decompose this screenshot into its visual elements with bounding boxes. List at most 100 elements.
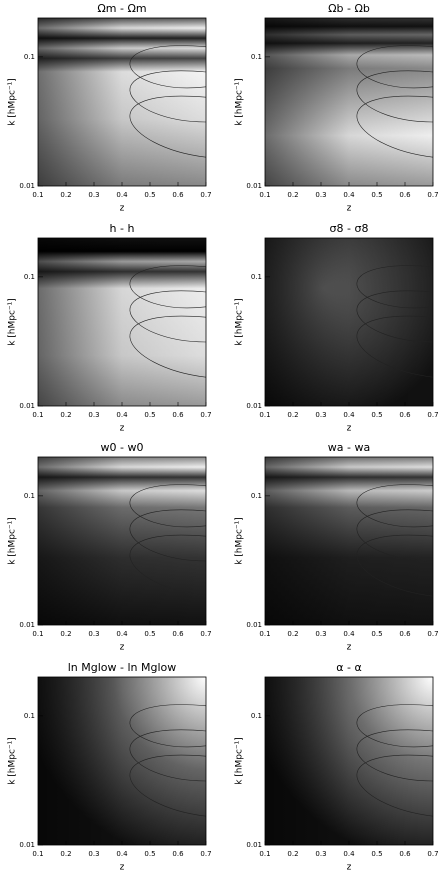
x-tick-label: 0.2 — [60, 191, 71, 199]
contour — [356, 290, 434, 343]
y-axis-label: k [hMpc⁻¹] — [235, 298, 245, 346]
contour — [356, 729, 434, 782]
x-tick-label: 0.3 — [88, 850, 99, 858]
panel-title: α - α — [336, 661, 361, 674]
x-tick-label: 0.7 — [200, 630, 211, 638]
x-tick-label: 0.6 — [399, 850, 411, 858]
contour — [129, 754, 207, 817]
contour — [356, 509, 434, 562]
x-tick-label: 0.5 — [144, 850, 155, 858]
y-tick-label: 0.1 — [24, 712, 35, 720]
x-tick-label: 0.2 — [287, 191, 298, 199]
x-tick-label: 0.2 — [60, 411, 71, 419]
x-axis-label: z — [347, 424, 352, 434]
y-tick-label: 0.1 — [24, 492, 35, 500]
contour — [356, 484, 434, 528]
y-tick-label: 0.01 — [246, 182, 262, 190]
x-tick-label: 0.7 — [427, 411, 438, 419]
x-tick-label: 0.3 — [88, 411, 99, 419]
x-tick-label: 0.3 — [315, 191, 326, 199]
x-tick-label: 0.5 — [144, 630, 155, 638]
y-axis-label: k [hMpc⁻¹] — [235, 737, 245, 785]
contour — [129, 729, 207, 782]
x-tick-label: 0.6 — [172, 630, 184, 638]
panel: w0 - w0 z k [hMpc⁻¹] 0.1 0.2 0.3 0.4 0.5 0.6 0.7 0… — [8, 441, 212, 653]
x-tick-label: 0.5 — [144, 411, 155, 419]
x-tick-label: 0.6 — [172, 191, 184, 199]
x-tick-label: 0.7 — [200, 411, 211, 419]
contour — [129, 265, 207, 309]
x-tick-label: 0.5 — [144, 191, 155, 199]
x-tick-label: 0.6 — [399, 411, 411, 419]
panel-title: ln Mglow - ln Mglow — [68, 661, 177, 674]
contour — [356, 70, 434, 123]
panel-title: w0 - w0 — [101, 441, 144, 454]
heatmap-shade — [265, 457, 433, 625]
x-tick-label: 0.2 — [60, 630, 71, 638]
contour — [129, 484, 207, 528]
y-tick-label: 0.01 — [19, 402, 35, 410]
x-axis-label: z — [120, 204, 125, 214]
x-tick-label: 0.4 — [116, 411, 128, 419]
y-tick-label: 0.01 — [246, 621, 262, 629]
y-tick-label: 0.01 — [19, 621, 35, 629]
y-axis-label: k [hMpc⁻¹] — [8, 517, 18, 565]
x-tick-label: 0.5 — [371, 850, 382, 858]
panel: ln Mglow - ln Mglow z k [hMpc⁻¹] 0.1 0.2 0.3 0… — [8, 661, 212, 873]
x-axis-label: z — [120, 424, 125, 434]
x-tick-label: 0.3 — [315, 850, 326, 858]
x-tick-label: 0.2 — [60, 850, 71, 858]
y-tick-label: 0.1 — [251, 712, 262, 720]
y-axis-label: k [hMpc⁻¹] — [235, 78, 245, 126]
x-tick-label: 0.6 — [399, 630, 411, 638]
x-tick-label: 0.4 — [116, 630, 128, 638]
heatmap-shade — [38, 18, 206, 186]
y-tick-label: 0.01 — [19, 841, 35, 849]
y-tick-label: 0.1 — [251, 273, 262, 281]
y-axis-label: k [hMpc⁻¹] — [235, 517, 245, 565]
contour — [129, 315, 207, 378]
contour — [356, 315, 434, 378]
x-tick-label: 0.7 — [200, 850, 211, 858]
x-tick-label: 0.5 — [371, 630, 382, 638]
contour — [129, 70, 207, 123]
y-tick-label: 0.1 — [251, 492, 262, 500]
x-tick-label: 0.3 — [315, 630, 326, 638]
x-tick-label: 0.2 — [287, 630, 298, 638]
heatmap-shade — [265, 677, 433, 845]
x-tick-label: 0.1 — [259, 411, 270, 419]
panel: h - h z k [hMpc⁻¹] 0.1 0.2 0.3 0.4 0.5 0.6 0.7 0.0… — [8, 222, 212, 434]
contour — [129, 290, 207, 343]
panel: σ8 - σ8 z k [hMpc⁻¹] 0.1 0.2 0.3 0.4 0.5 0.6 0.7 0… — [235, 222, 439, 434]
heatmap-shade — [38, 457, 206, 625]
y-axis-label: k [hMpc⁻¹] — [8, 737, 18, 785]
x-tick-label: 0.3 — [88, 191, 99, 199]
contour — [129, 534, 207, 597]
panel: Ωm - Ωm z k [hMpc⁻¹] 0.1 0.2 0.3 0.4 0.5 0.6 0.7 0… — [8, 2, 212, 214]
y-tick-label: 0.1 — [24, 53, 35, 61]
contour — [129, 95, 207, 158]
contour — [356, 45, 434, 89]
x-tick-label: 0.6 — [399, 191, 411, 199]
contour — [129, 509, 207, 562]
x-axis-label: z — [347, 204, 352, 214]
x-axis-label: z — [120, 863, 125, 873]
y-tick-label: 0.1 — [251, 53, 262, 61]
contour — [356, 95, 434, 158]
contour — [129, 45, 207, 89]
x-tick-label: 0.6 — [172, 850, 184, 858]
x-tick-label: 0.1 — [32, 630, 43, 638]
x-axis-label: z — [120, 643, 125, 653]
x-tick-label: 0.1 — [259, 191, 270, 199]
contour — [129, 704, 207, 748]
contour — [356, 534, 434, 597]
x-tick-label: 0.4 — [116, 191, 128, 199]
x-tick-label: 0.7 — [427, 191, 438, 199]
heatmap-shade — [265, 238, 433, 406]
x-tick-label: 0.1 — [32, 411, 43, 419]
x-tick-label: 0.1 — [259, 850, 270, 858]
panel-title: Ωm - Ωm — [97, 2, 146, 15]
x-tick-label: 0.7 — [427, 850, 438, 858]
panel-title: h - h — [110, 222, 135, 235]
